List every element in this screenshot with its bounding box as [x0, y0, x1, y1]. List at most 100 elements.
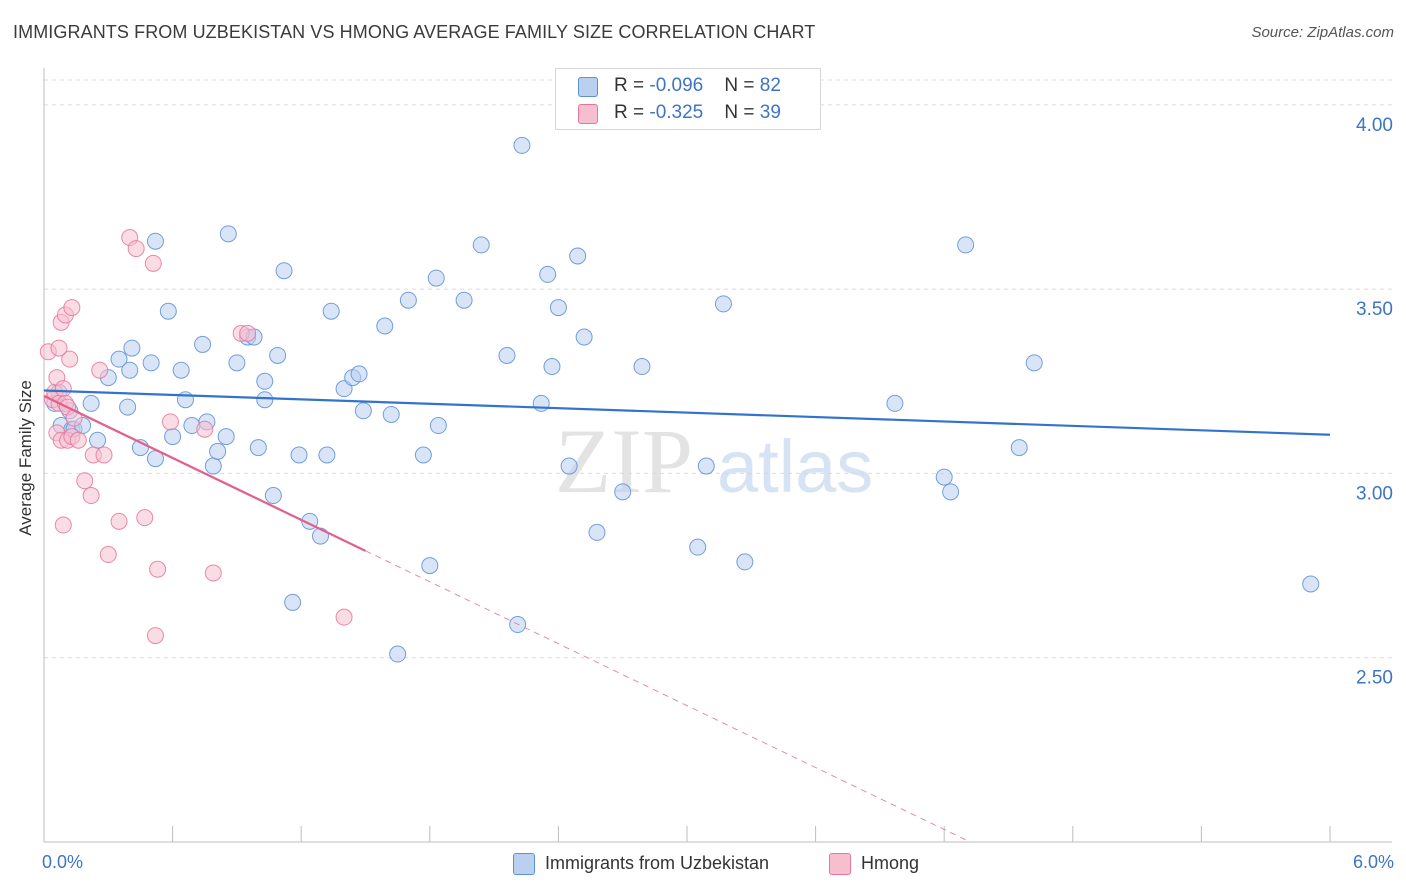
- uzbekistan-point: [472, 236, 490, 254]
- uzbekistan-point: [159, 302, 177, 320]
- hmong-point: [239, 324, 257, 342]
- hmong-point: [91, 361, 109, 379]
- uzbekistan-point: [284, 593, 302, 611]
- n-value: 39: [759, 102, 781, 123]
- uzbekistan-point: [146, 232, 164, 250]
- r-label: R =: [614, 102, 650, 123]
- trend-lines: [43, 389, 1331, 843]
- hmong-point: [61, 350, 79, 368]
- legend-swatch-hmong: [578, 104, 598, 124]
- uzbekistan-point: [110, 350, 128, 368]
- uzbekistan-point: [513, 136, 531, 154]
- uzbekistan-point: [414, 446, 432, 464]
- uzbekistan-point: [549, 299, 567, 317]
- uzbekistan-point: [209, 442, 227, 460]
- hmong-point: [149, 560, 167, 578]
- legend-stats-hmong: R = -0.325 N = 39: [614, 102, 781, 124]
- uzbekistan-point: [318, 446, 336, 464]
- uzbekistan-point: [219, 225, 237, 243]
- uzbekistan-point: [376, 317, 394, 335]
- r-value: -0.096: [649, 75, 704, 96]
- hmong-point: [69, 431, 87, 449]
- uzbekistan-point: [560, 457, 578, 475]
- uzbekistan-point: [228, 354, 246, 372]
- uzbekistan-point: [539, 265, 557, 283]
- uzbekistan-point: [269, 346, 287, 364]
- uzbekistan-point: [290, 446, 308, 464]
- source-note: Source: ZipAtlas.com: [1251, 24, 1394, 41]
- uzbekistan-point: [322, 302, 340, 320]
- uzbekistan-point: [1302, 575, 1320, 593]
- uzbekistan-point: [82, 394, 100, 412]
- hmong-point: [127, 240, 145, 258]
- hmong-point: [99, 546, 117, 564]
- uzbekistan-point: [714, 295, 732, 313]
- hmong-trend-line-extension: [365, 550, 971, 843]
- hmong-point: [144, 254, 162, 272]
- uzbekistan-point: [421, 557, 439, 575]
- uzbekistan-point: [256, 372, 274, 390]
- hmong-point: [63, 299, 81, 317]
- uzbekistan-point: [427, 269, 445, 287]
- legend-stats-uzbekistan: R = -0.096 N = 82: [614, 75, 781, 97]
- uzbekistan-point: [275, 262, 293, 280]
- y-tick-label: 2.50: [1356, 668, 1393, 689]
- uzbekistan-point: [164, 428, 182, 446]
- uzbekistan-point: [697, 457, 715, 475]
- hmong-point: [54, 516, 72, 534]
- uzbekistan-point: [1025, 354, 1043, 372]
- uzbekistan-point: [1010, 439, 1028, 457]
- uzbekistan-point: [249, 439, 267, 457]
- uzbekistan-point: [543, 358, 561, 376]
- uzbekistan-point: [399, 291, 417, 309]
- x-tick-label-min: 0.0%: [42, 852, 84, 872]
- uzbekistan-point: [498, 346, 516, 364]
- legend-label-uzbekistan: Immigrants from Uzbekistan: [545, 853, 770, 873]
- hmong-trend-line: [43, 395, 366, 552]
- series-legend: Immigrants from Uzbekistan Hmong: [0, 852, 1406, 878]
- hmong-point: [161, 413, 179, 431]
- x-tick-label-max: 6.0%: [1352, 852, 1394, 872]
- uzbekistan-point: [119, 398, 137, 416]
- uzbekistan-point: [886, 394, 904, 412]
- hmong-point: [95, 446, 113, 464]
- uzbekistan-trend-line: [43, 389, 1331, 436]
- uzbekistan-point: [264, 487, 282, 505]
- data-points: [39, 136, 1320, 663]
- uzbekistan-point: [121, 361, 139, 379]
- legend-swatch-uzbekistan: [578, 77, 598, 97]
- uzbekistan-point: [217, 428, 235, 446]
- hmong-point: [196, 420, 214, 438]
- hmong-point: [136, 509, 154, 527]
- uzbekistan-point: [957, 236, 975, 254]
- r-label: R =: [614, 75, 650, 96]
- uzbekistan-point: [89, 431, 107, 449]
- hmong-point: [50, 339, 68, 357]
- uzbekistan-point: [455, 291, 473, 309]
- uzbekistan-point: [614, 483, 632, 501]
- hmong-point: [82, 487, 100, 505]
- n-label: N =: [724, 102, 760, 123]
- uzbekistan-point: [382, 405, 400, 423]
- y-tick-label: 3.50: [1356, 299, 1393, 320]
- uzbekistan-point: [575, 328, 593, 346]
- uzbekistan-point: [389, 645, 407, 663]
- correlation-legend: R = -0.096 N = 82 R = -0.325 N = 39: [555, 68, 821, 130]
- r-value: -0.325: [649, 102, 704, 123]
- y-tick-label: 3.00: [1356, 483, 1393, 504]
- uzbekistan-point: [736, 553, 754, 571]
- n-value: 82: [759, 75, 781, 96]
- y-axis-label: Average Family Size: [16, 380, 35, 536]
- uzbekistan-point: [633, 358, 651, 376]
- uzbekistan-point: [204, 457, 222, 475]
- uzbekistan-point: [172, 361, 190, 379]
- hmong-point: [204, 564, 222, 582]
- hmong-point: [146, 627, 164, 645]
- uzbekistan-point: [194, 335, 212, 353]
- uzbekistan-point: [350, 365, 368, 383]
- uzbekistan-point: [588, 523, 606, 541]
- uzbekistan-point: [311, 527, 329, 545]
- axes: [43, 68, 1392, 843]
- uzbekistan-point: [354, 402, 372, 420]
